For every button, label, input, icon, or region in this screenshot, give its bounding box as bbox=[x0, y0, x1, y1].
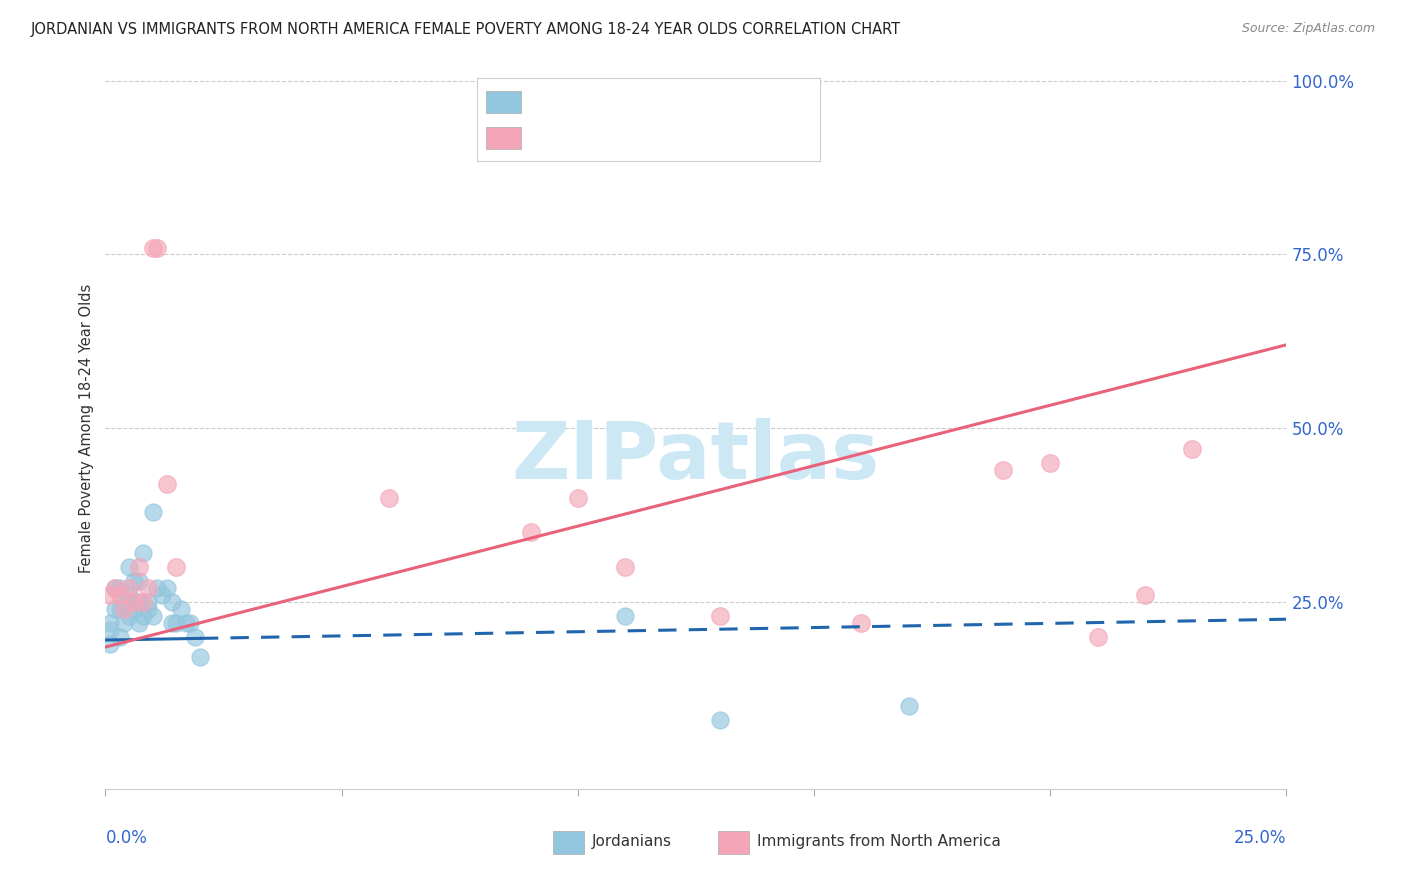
Text: R = 0.074: R = 0.074 bbox=[530, 90, 628, 109]
FancyBboxPatch shape bbox=[485, 91, 522, 113]
Text: Immigrants from North America: Immigrants from North America bbox=[758, 834, 1001, 849]
Point bbox=[378, 491, 401, 505]
Point bbox=[128, 574, 150, 588]
Point bbox=[128, 560, 150, 574]
Text: ZIPatlas: ZIPatlas bbox=[512, 418, 880, 496]
Point bbox=[160, 615, 183, 630]
Point bbox=[1181, 442, 1204, 456]
Point bbox=[174, 615, 197, 630]
Point bbox=[1039, 456, 1062, 470]
Text: JORDANIAN VS IMMIGRANTS FROM NORTH AMERICA FEMALE POVERTY AMONG 18-24 YEAR OLDS : JORDANIAN VS IMMIGRANTS FROM NORTH AMERI… bbox=[31, 22, 901, 37]
FancyBboxPatch shape bbox=[485, 128, 522, 149]
Text: N = 38: N = 38 bbox=[688, 90, 755, 109]
Point bbox=[160, 595, 183, 609]
FancyBboxPatch shape bbox=[553, 830, 583, 854]
Point bbox=[108, 602, 131, 616]
Point bbox=[132, 608, 155, 623]
Point bbox=[98, 636, 121, 650]
Point bbox=[1087, 630, 1109, 644]
Text: R = 0.343: R = 0.343 bbox=[530, 127, 628, 145]
Point bbox=[614, 608, 637, 623]
Point bbox=[108, 581, 131, 595]
Point bbox=[132, 595, 155, 609]
Point bbox=[709, 608, 731, 623]
Point bbox=[104, 581, 127, 595]
Point bbox=[519, 525, 541, 540]
Point bbox=[98, 623, 121, 637]
Point bbox=[614, 560, 637, 574]
Point bbox=[98, 615, 121, 630]
Point bbox=[136, 595, 159, 609]
Point bbox=[146, 241, 169, 255]
Point bbox=[136, 581, 159, 595]
Point bbox=[184, 630, 207, 644]
Point bbox=[108, 588, 131, 602]
Point bbox=[112, 602, 135, 616]
FancyBboxPatch shape bbox=[718, 830, 749, 854]
Point bbox=[897, 699, 920, 714]
Point bbox=[567, 491, 589, 505]
Point bbox=[122, 574, 145, 588]
Y-axis label: Female Poverty Among 18-24 Year Olds: Female Poverty Among 18-24 Year Olds bbox=[79, 284, 94, 573]
Point bbox=[142, 504, 165, 518]
Point bbox=[108, 630, 131, 644]
Point bbox=[112, 615, 135, 630]
Point bbox=[165, 560, 187, 574]
Point bbox=[146, 581, 169, 595]
Point bbox=[142, 241, 165, 255]
Point bbox=[165, 615, 187, 630]
Point bbox=[128, 595, 150, 609]
Point bbox=[1133, 588, 1156, 602]
Point bbox=[118, 608, 141, 623]
Point bbox=[179, 615, 201, 630]
Point bbox=[156, 476, 179, 491]
Point bbox=[142, 608, 165, 623]
Point bbox=[128, 615, 150, 630]
Point bbox=[150, 588, 173, 602]
Point bbox=[188, 650, 211, 665]
Point bbox=[118, 588, 141, 602]
Point bbox=[851, 615, 873, 630]
Point bbox=[118, 581, 141, 595]
Point bbox=[104, 581, 127, 595]
Text: Jordanians: Jordanians bbox=[592, 834, 672, 849]
Point bbox=[709, 713, 731, 727]
Point bbox=[122, 602, 145, 616]
Text: 25.0%: 25.0% bbox=[1234, 830, 1286, 847]
Point bbox=[170, 602, 193, 616]
Point bbox=[104, 602, 127, 616]
Text: Source: ZipAtlas.com: Source: ZipAtlas.com bbox=[1241, 22, 1375, 36]
Point bbox=[991, 463, 1014, 477]
Point bbox=[156, 581, 179, 595]
Point bbox=[112, 595, 135, 609]
Point bbox=[122, 595, 145, 609]
Point bbox=[98, 588, 121, 602]
FancyBboxPatch shape bbox=[478, 78, 820, 161]
Point bbox=[136, 602, 159, 616]
Point bbox=[118, 560, 141, 574]
Text: 0.0%: 0.0% bbox=[105, 830, 148, 847]
Text: N = 24: N = 24 bbox=[688, 127, 755, 145]
Point bbox=[132, 546, 155, 560]
